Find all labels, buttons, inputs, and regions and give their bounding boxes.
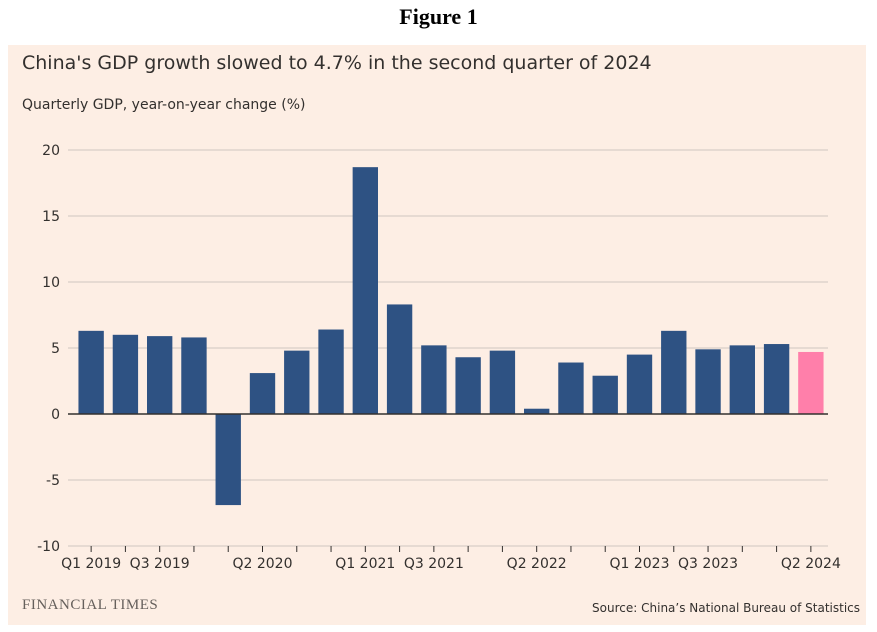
y-tick-label: 10: [42, 275, 60, 291]
bar-q4-2019: [181, 337, 207, 414]
bar-q1-2021: [352, 167, 378, 414]
bar-q1-2019: [78, 330, 104, 414]
x-tick-label: Q2 2022: [507, 556, 567, 572]
x-tick-label: Q2 2020: [232, 556, 292, 572]
x-tick-label: Q1 2021: [335, 556, 395, 572]
y-tick-label: 15: [42, 209, 60, 225]
chart-panel: China's GDP growth slowed to 4.7% in the…: [8, 45, 866, 625]
bar-q1-2022: [489, 350, 516, 414]
x-tick-label: Q2 2024: [781, 556, 841, 572]
y-tick-label: 5: [51, 341, 60, 357]
bar-q1-2024: [763, 344, 790, 414]
bar-q2-2024: [798, 351, 824, 414]
bar-q4-2021: [455, 357, 481, 414]
x-tick-label: Q3 2019: [130, 556, 190, 572]
bar-q4-2020: [318, 329, 344, 414]
bar-q3-2019: [147, 336, 173, 414]
chart-subtitle: Quarterly GDP, year-on-year change (%): [22, 97, 306, 113]
y-tick-label: 20: [42, 143, 60, 159]
bar-q2-2019: [112, 334, 139, 414]
bar-q2-2023: [661, 330, 687, 414]
x-tick-label: Q3 2023: [678, 556, 738, 572]
bar-q4-2023: [729, 345, 755, 414]
x-tick-label: Q1 2023: [609, 556, 669, 572]
bar-q3-2020: [284, 350, 310, 414]
figure-title: Figure 1: [399, 4, 478, 29]
source-note: Source: China’s National Bureau of Stati…: [592, 601, 860, 615]
bar-q2-2020: [249, 373, 276, 414]
chart-title: China's GDP growth slowed to 4.7% in the…: [22, 52, 652, 74]
bar-q1-2020: [215, 414, 241, 506]
y-tick-label: 0: [51, 407, 60, 423]
financial-times-logo: FINANCIAL TIMES: [22, 597, 159, 613]
bar-q3-2021: [421, 345, 447, 414]
bar-q4-2022: [592, 375, 618, 414]
bar-q2-2021: [386, 304, 413, 414]
x-tick-label: Q1 2019: [61, 556, 121, 572]
bar-q3-2023: [695, 349, 721, 414]
bar-q1-2023: [626, 354, 653, 414]
y-tick-label: -10: [37, 539, 60, 555]
bar-q3-2022: [558, 362, 584, 414]
bar-q2-2022: [524, 408, 550, 414]
y-tick-label: -5: [46, 473, 60, 489]
x-tick-label: Q3 2021: [404, 556, 464, 572]
